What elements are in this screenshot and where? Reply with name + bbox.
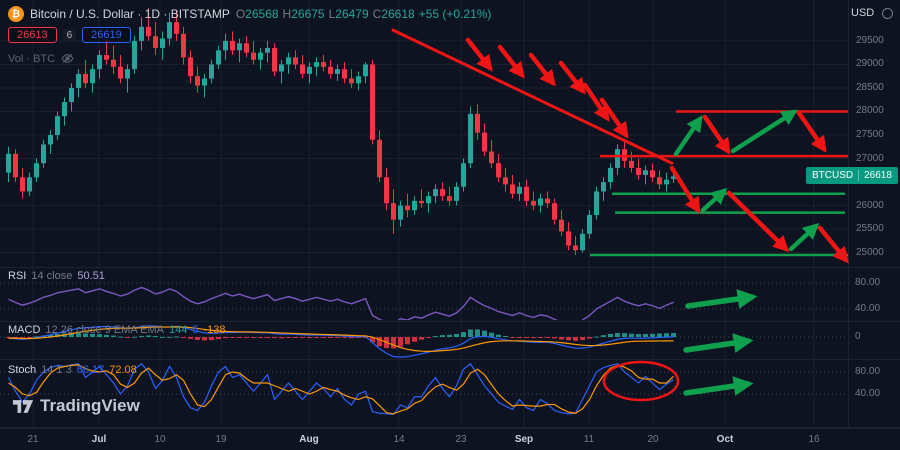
macd-params: 12 26 close 9 EMA EMA bbox=[45, 324, 165, 336]
price-scale[interactable]: 29500 29000 28500 28000 27500 27000 26000 25500… bbox=[848, 0, 900, 428]
rsi-value: 50.51 bbox=[77, 270, 105, 282]
ohlc-readout: O26568 H26675 L26479 C26618 +55 (+0.21%) bbox=[236, 7, 492, 21]
badge-price: 26618 bbox=[864, 170, 892, 182]
stoch-k-value: 66.17 bbox=[76, 364, 105, 376]
rsi-name[interactable]: RSI bbox=[8, 270, 27, 282]
price-axis-label: 26000 bbox=[856, 199, 884, 211]
sell-button[interactable]: 26613 bbox=[8, 27, 57, 43]
time-axis-label: Jul bbox=[91, 434, 107, 445]
symbol-legend[interactable]: ₿ Bitcoin / U.S. Dollar · 1D · BITSTAMP … bbox=[8, 6, 491, 22]
time-axis-label: Sep bbox=[514, 434, 534, 445]
buy-button[interactable]: 26619 bbox=[82, 27, 131, 43]
stoch-params: 14 1 3 bbox=[41, 364, 72, 376]
volume-legend: Vol · BTC bbox=[8, 52, 74, 65]
currency-usd-button[interactable]: USD bbox=[851, 7, 875, 19]
macd-name[interactable]: MACD bbox=[8, 324, 41, 336]
stoch-axis-lower: 40.00 bbox=[855, 388, 881, 399]
price-axis-label: 28500 bbox=[856, 81, 884, 93]
stoch-legend: Stoch 14 1 3 66.17 72.08 bbox=[8, 364, 137, 376]
close-label: C bbox=[372, 7, 382, 21]
macd-hist-value: 144 bbox=[169, 324, 188, 336]
open-label: O bbox=[235, 7, 246, 21]
candlestick-panel bbox=[6, 8, 848, 257]
rsi-axis-upper: 80.00 bbox=[855, 277, 881, 288]
time-axis-label: 20 bbox=[647, 434, 659, 445]
macd-axis-zero: 0 bbox=[855, 331, 861, 342]
bid-ask-row: 26613 6 26619 bbox=[8, 27, 131, 43]
time-axis-label: Oct bbox=[716, 434, 734, 445]
time-axis-label: 10 bbox=[154, 434, 166, 445]
watermark-text: TradingView bbox=[40, 396, 140, 415]
rsi-legend: RSI 14 close 50.51 bbox=[8, 270, 105, 282]
symbol-title[interactable]: Bitcoin / U.S. Dollar · 1D · BITSTAMP bbox=[30, 7, 230, 21]
stoch-d-value: 72.08 bbox=[109, 364, 137, 376]
stoch-panel bbox=[0, 362, 848, 415]
low-value: 26479 bbox=[335, 7, 369, 21]
open-value: 26568 bbox=[245, 7, 279, 21]
time-axis-label: Aug bbox=[299, 434, 319, 445]
bitcoin-icon: ₿ bbox=[8, 6, 24, 22]
last-price-badge: BTCUSD 26618 bbox=[806, 167, 898, 185]
price-axis-label: 29500 bbox=[856, 34, 884, 46]
volume-label: Vol · BTC bbox=[8, 52, 56, 65]
price-axis-label: 25000 bbox=[856, 246, 884, 258]
spread-value: 6 bbox=[62, 28, 77, 42]
stoch-axis-upper: 80.00 bbox=[855, 366, 881, 377]
badge-symbol: BTCUSD bbox=[812, 170, 860, 182]
time-axis-label: 16 bbox=[808, 434, 820, 445]
price-axis-label: 27000 bbox=[856, 152, 884, 164]
tradingview-watermark[interactable]: TradingView bbox=[12, 396, 140, 416]
price-axis-label: 25500 bbox=[856, 223, 884, 235]
rsi-axis-lower: 40.00 bbox=[855, 303, 881, 314]
time-axis-label: 21 bbox=[27, 434, 39, 445]
high-label: H bbox=[282, 7, 292, 21]
macd-panel bbox=[0, 325, 848, 358]
rsi-panel bbox=[0, 282, 848, 320]
tradingview-logo-icon bbox=[12, 399, 34, 413]
price-axis-label: 29000 bbox=[856, 58, 884, 70]
price-axis-label: 28000 bbox=[856, 105, 884, 117]
macd-line-value: 5 bbox=[192, 324, 199, 336]
high-value: 26675 bbox=[291, 7, 325, 21]
time-axis-label: 14 bbox=[393, 434, 405, 445]
time-axis-label: 19 bbox=[215, 434, 227, 445]
panel-separators bbox=[0, 267, 900, 428]
macd-legend: MACD 12 26 close 9 EMA EMA 144 5 -138 bbox=[8, 324, 226, 336]
price-scale-header: USD bbox=[851, 7, 894, 19]
low-label: L bbox=[328, 7, 336, 21]
time-axis-label: 11 bbox=[583, 434, 595, 445]
time-scale[interactable]: 21 Jul 10 19 Aug 14 23 Sep 11 20 Oct 16 bbox=[0, 428, 900, 450]
circle-indicator-icon[interactable] bbox=[882, 7, 894, 19]
stoch-name[interactable]: Stoch bbox=[8, 364, 37, 376]
time-axis-label: 23 bbox=[455, 434, 467, 445]
price-axis-label: 27500 bbox=[856, 129, 884, 140]
macd-signal-value: -138 bbox=[203, 324, 226, 336]
close-value: 26618 bbox=[381, 7, 415, 21]
rsi-params: 14 close bbox=[31, 270, 73, 282]
change-value: +55 (+0.21%) bbox=[418, 7, 492, 21]
eye-off-icon[interactable] bbox=[61, 52, 74, 65]
